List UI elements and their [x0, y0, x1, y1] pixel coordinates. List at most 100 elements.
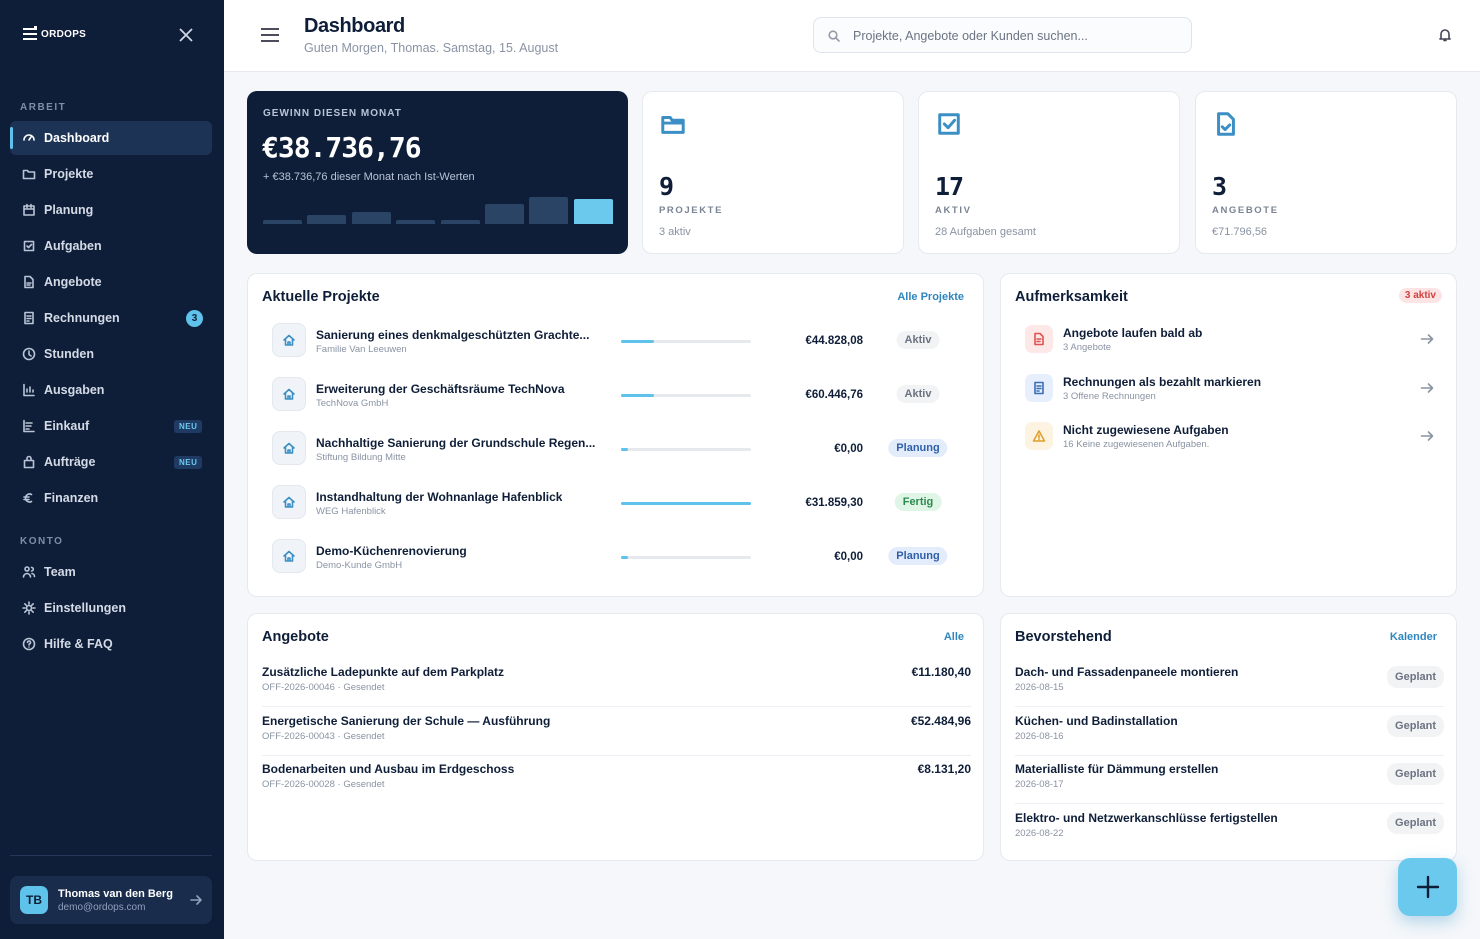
avatar: TB: [20, 886, 48, 914]
profit-bar: [351, 212, 391, 224]
nav-label: Team: [44, 565, 76, 579]
profit-note: + €38.736,76 dieser Monat nach Ist-Werte…: [263, 171, 475, 183]
project-client: TechNova GmbH: [316, 398, 389, 409]
upcoming-date: 2026-08-16: [1015, 730, 1064, 742]
active-indicator: [10, 127, 13, 149]
project-name: Sanierung eines denkmalgeschützten Grach…: [316, 328, 590, 342]
offer-amount: €11.180,40: [911, 665, 971, 679]
stat-icon: [1213, 111, 1239, 142]
attention-title: Nicht zugewiesene Aufgaben: [1063, 423, 1229, 437]
nav-item[interactable]: Rechnungen 3: [10, 301, 212, 335]
nav-item[interactable]: Ausgaben: [10, 373, 212, 407]
attention-row[interactable]: Rechnungen als bezahlt markieren 3 Offene…: [1001, 371, 1458, 405]
stat-card: 3 ANGEBOTE €71.796,56: [1195, 91, 1457, 254]
offer-amount: €52.484,96: [910, 713, 971, 728]
status-pill: Geplant: [1387, 666, 1444, 688]
stat-sub: 3 aktiv: [659, 226, 691, 238]
nav-item[interactable]: Einkauf NEU: [10, 409, 212, 443]
profit-bar: [573, 199, 613, 224]
section-title: ARBEIT: [20, 102, 67, 113]
nav-label: Planung: [44, 203, 94, 217]
status-pill: Aktiv: [896, 385, 940, 403]
project-house-icon: [282, 441, 296, 460]
notification-button[interactable]: [1438, 28, 1452, 42]
nav-item[interactable]: Planung: [10, 193, 212, 227]
nav-item[interactable]: Aufträge NEU: [10, 445, 212, 479]
upcoming-row[interactable]: Materialliste für Dämmung erstellen 2026-…: [1015, 760, 1444, 804]
project-amount: €60.446,76: [805, 389, 863, 401]
project-amount: €44.828,08: [805, 335, 863, 347]
sidebar: ORDOPS TB Thomas van den Berg demo@ordop…: [0, 0, 224, 939]
project-row[interactable]: Instandhaltung der Wohnanlage Hafenblick…: [248, 485, 985, 521]
project-amount: €0,00: [834, 443, 863, 455]
nav-item[interactable]: Angebote: [10, 265, 212, 299]
project-row[interactable]: Sanierung eines denkmalgeschützten Grach…: [248, 323, 985, 359]
attention-row[interactable]: Angebote laufen bald ab 3 Angebote: [1001, 322, 1458, 356]
status-pill: Geplant: [1387, 714, 1444, 737]
offer-row[interactable]: Bodenarbeiten und Ausbau im Erdgeschoss O…: [262, 760, 971, 804]
project-amount: €31.859,30: [805, 497, 863, 509]
card-link[interactable]: Alle: [943, 631, 964, 643]
attention-row[interactable]: Nicht zugewiesene Aufgaben 16 Keine zugew…: [1001, 419, 1458, 453]
attention-title: Angebote laufen bald ab: [1063, 326, 1203, 340]
stat-value: 17: [935, 172, 964, 201]
menu-button[interactable]: [260, 27, 280, 43]
offer-row[interactable]: Energetische Sanierung der Schule — Ausf…: [262, 712, 971, 756]
status-pill: Aktiv: [896, 331, 940, 349]
project-row[interactable]: Erweiterung der Geschäftsräume TechNova T…: [248, 377, 985, 413]
nav-label: Einstellungen: [44, 601, 126, 615]
nav-item[interactable]: Projekte: [10, 157, 212, 191]
status-pill: Planung: [888, 439, 948, 457]
progress-bar: [621, 394, 654, 397]
nav-item[interactable]: Finanzen: [10, 481, 212, 515]
project-icon: [272, 539, 306, 573]
nav-item[interactable]: Einstellungen: [10, 591, 212, 625]
upcoming-row[interactable]: Elektro- und Netzwerkanschlüsse fertigst…: [1015, 809, 1444, 853]
logout-icon[interactable]: [190, 894, 202, 906]
upcoming-row[interactable]: Küchen- und Badinstallation 2026-08-16 Gep…: [1015, 712, 1444, 756]
nav-item[interactable]: Stunden: [10, 337, 212, 371]
project-name: Demo-Küchenrenovierung: [316, 544, 467, 558]
project-icon: [272, 431, 306, 465]
nav-item[interactable]: Aufgaben: [10, 229, 212, 263]
stat-label: AKTIV: [935, 205, 972, 216]
project-row[interactable]: Demo-Küchenrenovierung Demo-Kunde GmbH €0,…: [248, 539, 985, 575]
nav-icon: [22, 203, 36, 217]
progress-bar: [621, 340, 654, 343]
nav-item[interactable]: Dashboard: [10, 121, 212, 155]
offer-row[interactable]: Zusätzliche Ladepunkte auf dem Parkplatz…: [262, 663, 971, 707]
stat-icon: [936, 111, 962, 142]
search-placeholder: Projekte, Angebote oder Kunden suchen...: [853, 29, 1088, 43]
profit-bar: [529, 197, 569, 224]
upcoming-row[interactable]: Dach- und Fassadenpaneele montieren 2026-…: [1015, 663, 1444, 707]
nav-label: Aufträge: [44, 455, 96, 469]
profit-bar: [396, 220, 436, 224]
card-link[interactable]: Alle Projekte: [897, 291, 964, 303]
profit-label: GEWINN DIESEN MONAT: [263, 108, 402, 119]
stat-sub: 28 Aufgaben gesamt: [935, 226, 1036, 238]
nav-badge: NEU: [174, 420, 203, 433]
attention-card: Aufmerksamkeit 3 aktiv Angebote laufen bal…: [1000, 273, 1457, 597]
status-pill: Geplant: [1387, 763, 1444, 785]
add-button[interactable]: [1398, 858, 1457, 916]
close-button[interactable]: [178, 27, 194, 43]
arrow-icon: [1420, 381, 1434, 400]
offer-sub: OFF-2026-00028 · Gesendet: [262, 779, 385, 790]
nav-badge: 3: [186, 310, 203, 327]
offer-amount: €8.131,20: [917, 762, 971, 776]
card-title: Bevorstehend: [1015, 629, 1112, 645]
project-row[interactable]: Nachhaltige Sanierung der Grundschule Re…: [248, 431, 985, 467]
profit-bar: [485, 204, 524, 224]
search-box[interactable]: Projekte, Angebote oder Kunden suchen...: [813, 17, 1192, 53]
project-amount: €0,00: [834, 551, 863, 563]
project-client: Demo-Kunde GmbH: [316, 560, 403, 571]
nav-item[interactable]: Team: [10, 555, 212, 589]
nav-label: Rechnungen: [44, 311, 120, 325]
status-pill: Fertig: [894, 493, 942, 511]
stat-card: 17 AKTIV 28 Aufgaben gesamt: [918, 91, 1180, 254]
card-link[interactable]: Kalender: [1389, 631, 1437, 643]
offers-card: Angebote Alle Zusätzliche Ladepunkte auf d…: [247, 613, 984, 861]
nav-item[interactable]: Hilfe & FAQ: [10, 627, 212, 661]
user-card[interactable]: TB Thomas van den Berg demo@ordops.com: [10, 876, 212, 924]
